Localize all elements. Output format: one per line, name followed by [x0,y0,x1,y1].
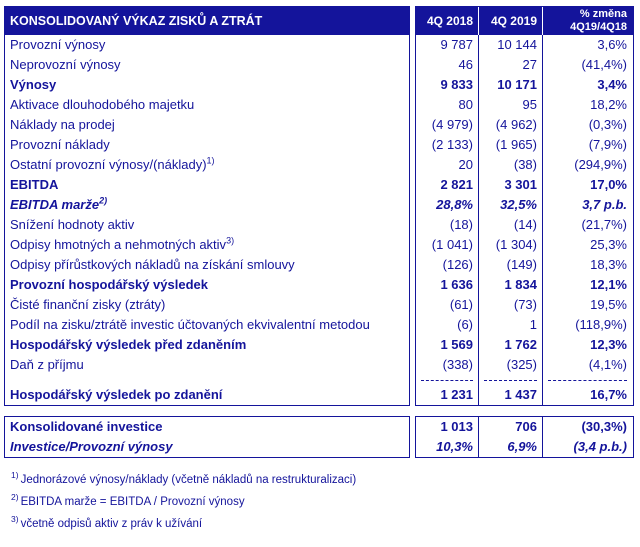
row-values: 9 833 10 171 3,4% [416,75,633,95]
report-page: KONSOLIDOVANÝ VÝKAZ ZISKŮ A ZTRÁT Provoz… [4,6,636,531]
footnote-ref: 1) [206,155,215,166]
row-label: Výnosy [10,77,57,92]
row-label: Ostatní provozní výnosy/(náklady)1) [10,155,215,172]
header-4q2019: 4Q 2019 [478,7,542,35]
row-label: EBITDA [10,177,59,192]
row-values: 2 821 3 301 17,0% [416,175,633,195]
header-4q2018: 4Q 2018 [426,14,473,28]
row-values: (18) (14) (21,7%) [416,215,633,235]
footnotes: 1) Jednorázové výnosy/náklady (včetně nák… [11,471,636,531]
footnote-number: 2) [11,492,19,503]
row-values: 9 787 10 144 3,6% [416,35,633,55]
row-label: Hospodářský výsledek po zdanění [10,387,223,402]
row-values: (6) 1 (118,9%) [416,315,633,335]
footnote-text: Jednorázové výnosy/náklady (včetně nákla… [20,474,357,486]
row-label: EBITDA marže2) [10,195,108,212]
footnote-number: 1) [11,470,19,481]
dashed-separator [416,375,633,385]
row-label: Hospodářský výsledek před zdaněním [10,337,247,352]
separator-spacer [5,375,409,385]
footnote-text: EBITDA marže = EBITDA / Provozní výnosy [20,496,245,508]
row-values: 20 (38) (294,9%) [416,155,633,175]
row-label: Náklady na prodej [10,117,115,132]
income-statement-table: KONSOLIDOVANÝ VÝKAZ ZISKŮ A ZTRÁT Provoz… [4,6,636,406]
table-title: KONSOLIDOVANÝ VÝKAZ ZISKŮ A ZTRÁT [5,7,409,35]
investments-label-column: Konsolidované investice Investice/Provoz… [4,416,410,458]
row-values: 1 231 1 437 16,7% [416,385,633,405]
row-label: Odpisy hmotných a nehmotných aktiv3) [10,235,235,252]
row-values: (2 133) (1 965) (7,9%) [416,135,633,155]
row-values: (61) (73) 19,5% [416,295,633,315]
income-label-column: KONSOLIDOVANÝ VÝKAZ ZISKŮ A ZTRÁT Provoz… [4,6,410,406]
row-label: Snížení hodnoty aktiv [10,217,135,232]
row-label: Daň z příjmu [10,357,84,372]
row-values: 1 569 1 762 12,3% [416,335,633,355]
row-label: Investice/Provozní výnosy [10,439,173,454]
row-label: Čisté finanční zisky (ztráty) [10,297,166,312]
header-change: % změna 4Q19/4Q18 [542,7,632,35]
row-values: 10,3% 6,9% (3,4 p.b.) [416,437,633,457]
footnote-number: 3) [11,514,19,525]
footnote-ref: 3) [226,235,235,246]
footnote-text: včetně odpisů aktiv z práv k užívání [20,518,203,530]
investments-values-column: 1 013 706 (30,3%) 10,3% 6,9% (3,4 p.b.) [415,416,634,458]
dashed-line [548,379,627,381]
income-values-column: 4Q 2018 4Q 2019 % změna 4Q19/4Q18 9 787 10… [415,6,634,406]
footnote: 1) Jednorázové výnosy/náklady (včetně nák… [11,471,636,487]
dashed-line [421,379,473,381]
row-values: 1 636 1 834 12,1% [416,275,633,295]
row-values: (4 979) (4 962) (0,3%) [416,115,633,135]
row-label: Konsolidované investice [10,419,163,434]
row-label: Odpisy přírůstkových nákladů na získání … [10,257,295,272]
dashed-line [484,379,537,381]
row-values: 1 013 706 (30,3%) [416,417,633,437]
investments-table: Konsolidované investice Investice/Provoz… [4,416,636,458]
footnote-ref: 2) [99,195,108,206]
row-label: Provozní výnosy [10,37,106,52]
row-values: 46 27 (41,4%) [416,55,633,75]
row-label: Podíl na zisku/ztrátě investic účtovanýc… [10,317,370,332]
row-values: (126) (149) 18,3% [416,255,633,275]
row-label: Aktivace dlouhodobého majetku [10,97,195,112]
row-values: (1 041) (1 304) 25,3% [416,235,633,255]
row-values: 80 95 18,2% [416,95,633,115]
row-values: (338) (325) (4,1%) [416,355,633,375]
column-headers: 4Q 2018 4Q 2019 % změna 4Q19/4Q18 [416,7,633,35]
footnote: 3) včetně odpisů aktiv z práv k užívání [11,515,636,531]
row-values: 28,8% 32,5% 3,7 p.b. [416,195,633,215]
row-label: Neprovozní výnosy [10,57,121,72]
footnote: 2) EBITDA marže = EBITDA / Provozní výnos… [11,493,636,509]
row-label: Provozní hospodářský výsledek [10,277,208,292]
row-label: Provozní náklady [10,137,110,152]
